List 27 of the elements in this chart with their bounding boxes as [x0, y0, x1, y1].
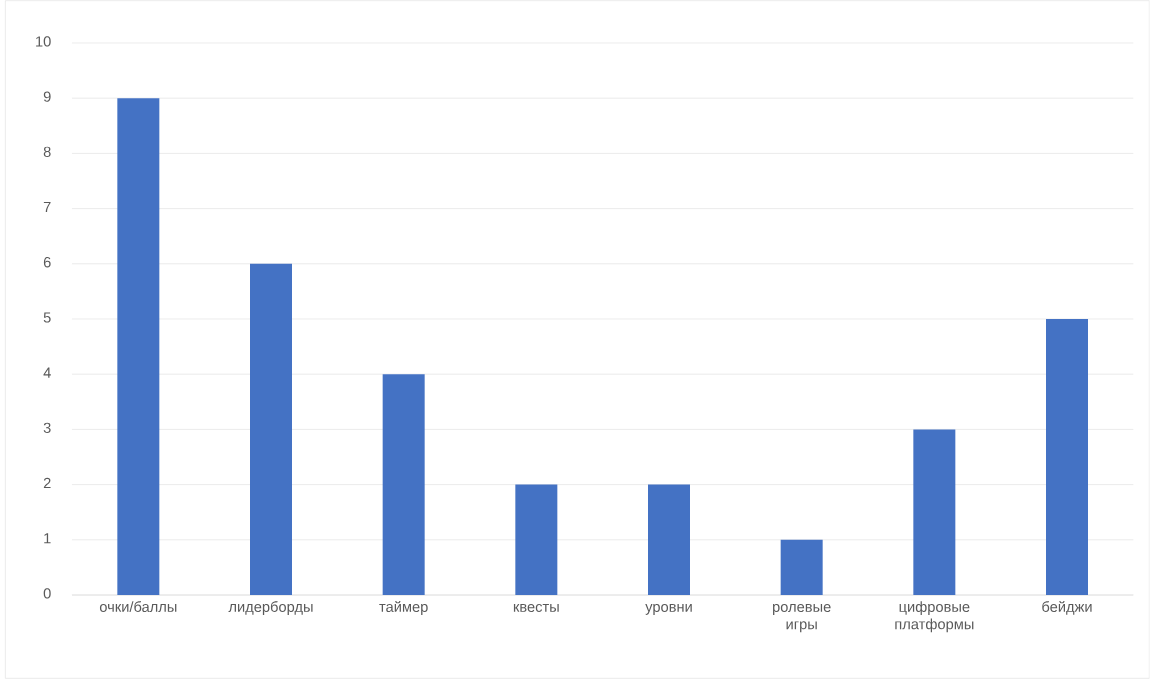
bar — [913, 429, 956, 595]
x-tick-label: бейджи — [1042, 600, 1092, 615]
y-tick-label: 3 — [43, 422, 51, 434]
x-tick-label: очки/баллы — [99, 601, 177, 612]
y-tick-label: 5 — [43, 312, 51, 323]
y-tick-label: 6 — [43, 257, 51, 268]
bar — [382, 374, 425, 595]
bar — [1046, 319, 1088, 595]
bar — [780, 539, 823, 595]
bar — [250, 263, 292, 595]
x-tick-label: уровни — [645, 603, 692, 615]
x-tick-label: квесты — [513, 603, 559, 612]
bar — [515, 484, 558, 595]
y-tick-label: 2 — [43, 477, 51, 489]
x-tick-label: цифровые платформы — [895, 601, 974, 633]
y-tick-label: 0 — [43, 588, 51, 599]
x-tick-label: ролевые игры — [773, 603, 831, 633]
y-tick-label: 1 — [44, 533, 51, 544]
y-tick-label: 7 — [43, 201, 51, 213]
y-tick-label: 10 — [36, 36, 51, 47]
y-tick-label: 4 — [43, 367, 51, 378]
x-tick-label: таймер — [379, 600, 428, 615]
bar — [117, 98, 160, 595]
x-tick-label: лидерборды — [228, 601, 313, 615]
y-tick-label: 9 — [43, 91, 51, 102]
bar — [648, 484, 690, 595]
y-tick-label: 8 — [43, 146, 51, 158]
